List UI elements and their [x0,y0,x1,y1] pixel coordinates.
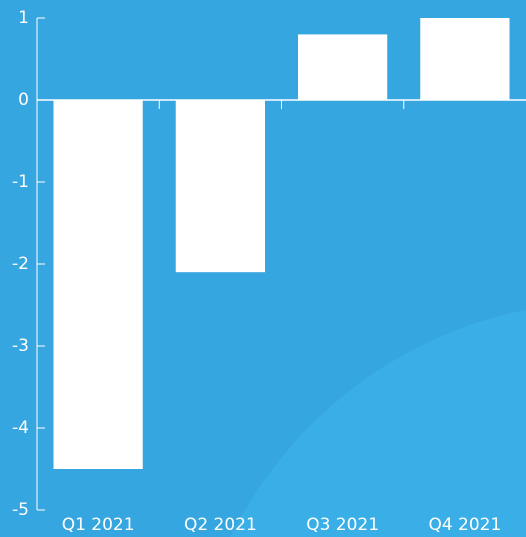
y-tick-label: -5 [12,500,29,520]
x-tick-label: Q4 2021 [428,515,501,535]
y-tick-label: -2 [12,254,29,274]
bar [53,100,143,469]
bar [420,18,510,100]
y-tick-label: -4 [12,418,29,438]
x-tick-label: Q3 2021 [306,515,379,535]
background-curve [230,310,526,537]
y-tick-label: 1 [18,8,29,28]
bar [175,100,265,273]
y-tick-label: -3 [12,336,29,356]
bar [298,34,388,100]
x-tick-label: Q1 2021 [62,515,135,535]
y-tick-label: -1 [12,172,29,192]
x-tick-label: Q2 2021 [184,515,257,535]
y-tick-label: 0 [18,90,29,110]
